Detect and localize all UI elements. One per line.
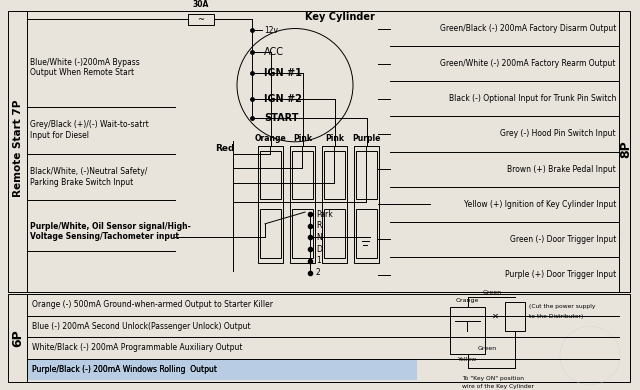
Text: ✕: ✕ bbox=[492, 312, 499, 321]
Bar bbox=[450, 307, 485, 354]
Text: Purple: Purple bbox=[352, 135, 381, 144]
Text: Yellow: Yellow bbox=[458, 357, 477, 362]
Text: Purple/Black (-) 200mA Windows Rolling  Output: Purple/Black (-) 200mA Windows Rolling O… bbox=[32, 365, 217, 374]
Text: Orange: Orange bbox=[255, 135, 286, 144]
Bar bbox=[290, 146, 315, 263]
Text: Brown (+) Brake Pedal Input: Brown (+) Brake Pedal Input bbox=[508, 165, 616, 174]
Text: 30A: 30A bbox=[193, 0, 209, 9]
Text: 2: 2 bbox=[316, 268, 321, 277]
Text: Orange (-) 500mA Ground-when-armed Output to Starter Killer: Orange (-) 500mA Ground-when-armed Outpu… bbox=[32, 300, 273, 309]
Text: Green (-) Door Trigger Input: Green (-) Door Trigger Input bbox=[509, 235, 616, 244]
Bar bbox=[188, 14, 214, 25]
Text: 6P: 6P bbox=[12, 329, 24, 347]
Text: ~: ~ bbox=[198, 15, 205, 24]
Text: N: N bbox=[316, 233, 322, 242]
Text: Green: Green bbox=[478, 346, 497, 351]
Text: Pink: Pink bbox=[325, 135, 344, 144]
Text: Green: Green bbox=[483, 290, 502, 295]
Text: (Cut the power supply: (Cut the power supply bbox=[529, 304, 595, 309]
Text: Remote Start 7P: Remote Start 7P bbox=[13, 100, 23, 197]
Text: IGN #2: IGN #2 bbox=[264, 94, 302, 104]
Text: Purple (+) Door Trigger Input: Purple (+) Door Trigger Input bbox=[505, 270, 616, 279]
Text: Blue/White (-)200mA Bypass
Output When Remote Start: Blue/White (-)200mA Bypass Output When R… bbox=[30, 58, 140, 77]
Text: Grey (-) Hood Pin Switch Input: Grey (-) Hood Pin Switch Input bbox=[500, 129, 616, 138]
Text: Pink: Pink bbox=[293, 135, 312, 144]
Text: Red: Red bbox=[215, 144, 235, 153]
Text: 12v: 12v bbox=[264, 26, 278, 35]
Text: Green/White (-) 200mA Factory Rearm Output: Green/White (-) 200mA Factory Rearm Outp… bbox=[440, 59, 616, 68]
Text: D: D bbox=[316, 245, 322, 254]
Bar bbox=[505, 302, 525, 331]
Text: IGN #1: IGN #1 bbox=[264, 68, 302, 78]
Text: Grey/Black (+)/(-) Wait-to-satrt
Input for Diesel: Grey/Black (+)/(-) Wait-to-satrt Input f… bbox=[30, 121, 148, 140]
Text: White/Black (-) 200mA Programmable Auxiliary Output: White/Black (-) 200mA Programmable Auxil… bbox=[32, 343, 243, 352]
Bar bbox=[260, 209, 281, 258]
Bar bbox=[8, 294, 630, 382]
Text: Park: Park bbox=[316, 209, 333, 218]
Text: R: R bbox=[316, 221, 321, 230]
Text: Purple/Black (-) 200mA Windows Rolling  Output: Purple/Black (-) 200mA Windows Rolling O… bbox=[32, 365, 217, 374]
Text: Blue (-) 200mA Second Unlock(Passenger Unlock) Output: Blue (-) 200mA Second Unlock(Passenger U… bbox=[32, 322, 251, 331]
Text: To "Key ON" position: To "Key ON" position bbox=[463, 376, 525, 381]
Text: Orange: Orange bbox=[456, 298, 479, 303]
Bar bbox=[356, 209, 377, 258]
Bar bbox=[354, 146, 379, 263]
Text: Key Cylinder: Key Cylinder bbox=[305, 12, 375, 22]
Text: to the Distributor): to the Distributor) bbox=[529, 314, 584, 319]
Text: 1: 1 bbox=[316, 256, 321, 266]
Bar bbox=[324, 151, 345, 199]
Text: START: START bbox=[264, 113, 298, 123]
Text: ACC: ACC bbox=[264, 47, 284, 57]
Bar bbox=[27, 358, 417, 380]
Text: Black (-) Optional Input for Trunk Pin Switch: Black (-) Optional Input for Trunk Pin S… bbox=[449, 94, 616, 103]
Text: Yellow (+) Ignition of Key Cylinder Input: Yellow (+) Ignition of Key Cylinder Inpu… bbox=[463, 200, 616, 209]
Bar bbox=[292, 209, 313, 258]
Bar bbox=[292, 151, 313, 199]
Bar bbox=[322, 146, 347, 263]
Text: Black/White, (-)Neutral Safety/
Parking Brake Switch Input: Black/White, (-)Neutral Safety/ Parking … bbox=[30, 167, 147, 187]
Text: Purple/White, Oil Sensor signal/High-
Voltage Sensing/Tachometer input: Purple/White, Oil Sensor signal/High- Vo… bbox=[30, 222, 191, 241]
Bar bbox=[356, 151, 377, 199]
Bar bbox=[8, 11, 630, 292]
Text: 8P: 8P bbox=[620, 140, 632, 158]
Bar bbox=[258, 146, 283, 263]
Text: wire of the Key Cylinder: wire of the Key Cylinder bbox=[463, 385, 534, 389]
Bar bbox=[324, 209, 345, 258]
Text: Green/Black (-) 200mA Factory Disarm Output: Green/Black (-) 200mA Factory Disarm Out… bbox=[440, 24, 616, 33]
Bar bbox=[260, 151, 281, 199]
